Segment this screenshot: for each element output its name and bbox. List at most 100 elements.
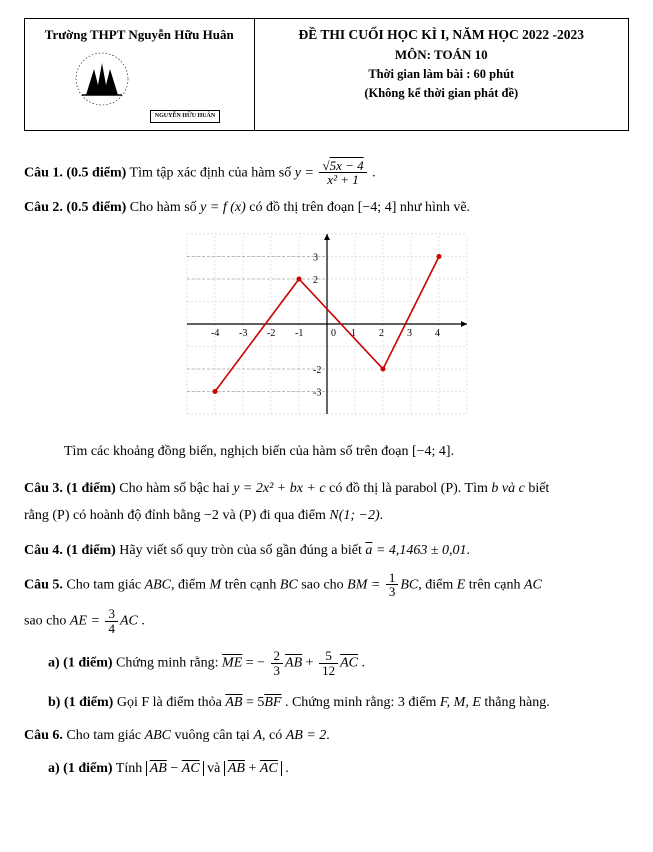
question-3: Câu 3. (1 điểm) Cho hàm số bậc hai y = 2… (24, 478, 629, 526)
q5a-plus: + (302, 656, 317, 671)
q5-AC2: AC (120, 613, 138, 628)
q5a-AC: AC (340, 656, 358, 671)
svg-text:3: 3 (407, 328, 412, 339)
q5b-AB: AB (225, 695, 242, 710)
q6a-label: a) (1 điểm) (48, 761, 113, 776)
q5-frac2: 34 (105, 607, 118, 635)
q3-label: Câu 3. (1 điểm) (24, 481, 116, 496)
q3-text-b: có đồ thị là parabol (P). Tìm (326, 481, 492, 496)
question-1: Câu 1. (0.5 điểm) Tìm tập xác định của h… (24, 159, 629, 187)
q6-text-a: Cho tam giác (63, 728, 145, 743)
q5a-f2: 512 (319, 649, 338, 677)
q5b-text-a: Gọi F là điểm thỏa (113, 695, 225, 710)
graph-container: -4-3-2-10123423-3-2 (24, 224, 629, 431)
q6-AB2: AB = 2 (286, 728, 327, 743)
q6-A: A (253, 728, 262, 743)
svg-text:2: 2 (379, 328, 384, 339)
q1-text: Tìm tập xác định của hàm số (126, 165, 294, 180)
q5-l1b: , điểm (171, 577, 210, 592)
q5-AC: AC (524, 577, 542, 592)
q3-val1: −2 (204, 508, 219, 523)
q1-lhs: y = (295, 165, 314, 180)
svg-text:-2: -2 (267, 328, 275, 339)
q5-frac1: 13 (386, 571, 399, 599)
q2-conclusion: Tìm các khoảng đồng biến, nghịch biến củ… (64, 441, 629, 462)
svg-text:-4: -4 (211, 328, 219, 339)
q5b-eq: = 5 (242, 695, 264, 710)
svg-text:4: 4 (435, 328, 440, 339)
q5-l1f: trên cạnh (465, 577, 524, 592)
q4-text-b: . (467, 543, 471, 558)
q5b-text-b: . Chứng minh rằng: 3 điểm (281, 695, 439, 710)
q5a-mid: = − (242, 656, 268, 671)
q3-func: y = 2x² + bx + c (233, 481, 325, 496)
header-table: Trường THPT Nguyễn Hữu Huân NGUYỄN HỮU H… (24, 18, 629, 131)
q2-text-c: như hình vẽ. (396, 200, 470, 215)
school-name: Trường THPT Nguyễn Hữu Huân (33, 25, 246, 45)
q1-numerator: √5x − 4 (319, 159, 366, 174)
q5-M: M (210, 577, 222, 592)
q5-l1a: Cho tam giác (63, 577, 145, 592)
q5-tri: ABC (145, 577, 171, 592)
school-logo: NGUYỄN HỮU HUÂN (33, 49, 246, 124)
q4-label: Câu 4. (1 điểm) (24, 543, 116, 558)
q1-denominator: x² + 1 (319, 173, 366, 187)
q6-label: Câu 6. (24, 728, 63, 743)
q5-E: E (457, 577, 466, 592)
q6a-abs1: AB − AC (146, 761, 204, 776)
q5a-f1: 23 (271, 649, 284, 677)
q2-interval: [−4; 4] (358, 200, 397, 215)
q2-text-a: Cho hàm số (126, 200, 200, 215)
q5-part-a: a) (1 điểm) Chứng minh rằng: ME = − 23AB… (48, 649, 629, 677)
q5-AE: AE = (70, 613, 100, 628)
svg-text:-2: -2 (313, 365, 321, 376)
q6-ABC: ABC (145, 728, 171, 743)
q5b-text-c: thẳng hàng. (481, 695, 550, 710)
q4-expr: a = 4,1463 ± 0,01 (365, 543, 466, 558)
exam-time: Thời gian làm bài : 60 phút (263, 65, 620, 84)
svg-text:2: 2 (313, 275, 318, 286)
q3-text-a: Cho hàm số bậc hai (116, 481, 233, 496)
q3-point: N(1; −2) (329, 508, 379, 523)
question-2: Câu 2. (0.5 điểm) Cho hàm số y = f (x) c… (24, 197, 629, 218)
q6-text-b: vuông cân tại (171, 728, 253, 743)
q5-l1e: , điểm (418, 577, 457, 592)
q5a-text: Chứng minh rằng: (113, 656, 222, 671)
question-5: Câu 5. Cho tam giác ABC, điểm M trên cạn… (24, 571, 629, 713)
function-graph: -4-3-2-10123423-3-2 (177, 224, 477, 424)
q5-l1c: trên cạnh (221, 577, 280, 592)
exam-title: ĐỀ THI CUỐI HỌC KÌ I, NĂM HỌC 2022 -2023 (263, 25, 620, 45)
q5-label: Câu 5. (24, 577, 63, 592)
q5a-label: a) (1 điểm) (48, 656, 113, 671)
q2-text-b: có đồ thị trên đoạn (246, 200, 358, 215)
q3-line2-c: . (380, 508, 384, 523)
svg-text:-3: -3 (313, 387, 321, 398)
q6a-and: và (204, 761, 224, 776)
q6-text-c: , có (262, 728, 286, 743)
q3-line2-b: và (P) đi qua điểm (219, 508, 329, 523)
q6a-text: Tính (113, 761, 146, 776)
q5a-AB: AB (285, 656, 302, 671)
q5-l1d: sao cho (298, 577, 347, 592)
q6-text-d: . (326, 728, 330, 743)
q6a-abs2: AB + AC (224, 761, 282, 776)
q4-text-a: Hãy viết số quy tròn của số gần đúng a b… (116, 543, 366, 558)
q5b-BF: BF (264, 695, 281, 710)
q5a-ME: ME (222, 656, 242, 671)
school-cell: Trường THPT Nguyễn Hữu Huân NGUYỄN HỮU H… (25, 19, 255, 131)
exam-note: (Không kể thời gian phát đề) (263, 84, 620, 103)
q2-label: Câu 2. (0.5 điểm) (24, 200, 126, 215)
q6-part-a: a) (1 điểm) Tính AB − AC và AB + AC . (48, 758, 629, 779)
q3-text-c: biết (525, 481, 550, 496)
q5-BC: BC (280, 577, 298, 592)
q5-l2a: sao cho (24, 613, 70, 628)
svg-text:-1: -1 (295, 328, 303, 339)
svg-text:-3: -3 (239, 328, 247, 339)
q5-BM: BM = (347, 577, 380, 592)
question-6: Câu 6. Cho tam giác ABC vuông cân tại A,… (24, 725, 629, 779)
exam-subject: MÔN: TOÁN 10 (263, 45, 620, 65)
q5b-label: b) (1 điểm) (48, 695, 113, 710)
question-4: Câu 4. (1 điểm) Hãy viết số quy tròn của… (24, 540, 629, 561)
q5-BC2: BC (400, 577, 418, 592)
q3-line2-a: rằng (P) có hoành độ đỉnh bằng (24, 508, 204, 523)
